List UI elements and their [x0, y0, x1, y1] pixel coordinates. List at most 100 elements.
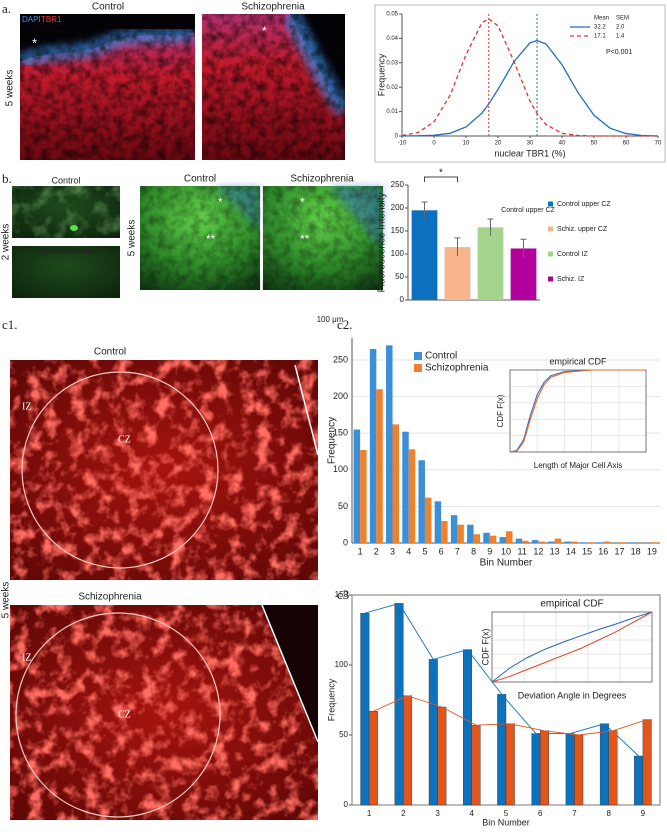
panel-label: c1.: [2, 317, 18, 332]
bar: [467, 524, 474, 543]
legend-header: SEM: [616, 16, 629, 22]
marker: *: [262, 24, 267, 38]
panel-label: b.: [2, 171, 12, 186]
legend-label: 17.1: [594, 34, 606, 40]
panel-label: c3: [337, 587, 349, 602]
series-line: [401, 18, 658, 137]
bar: [642, 719, 652, 806]
bar: [599, 723, 609, 806]
y-tick-label: 150: [391, 226, 405, 235]
legend-label: Control: [425, 351, 457, 362]
x-tick-label: 3: [390, 546, 395, 556]
x-tick-label: 50: [591, 141, 598, 147]
bar: [483, 532, 490, 543]
image-title: Control: [184, 174, 216, 185]
y-tick-label: 50: [338, 501, 348, 511]
y-tick-label: 0: [400, 295, 405, 304]
panel-label: c2.: [337, 317, 353, 332]
stain-label: DAPI: [22, 15, 41, 24]
bar: [473, 534, 481, 543]
bar: [402, 431, 409, 543]
series-line: [491, 611, 653, 683]
legend-swatch: [414, 352, 422, 360]
legend-label: 1.4: [616, 34, 625, 40]
border-line: [261, 604, 319, 743]
bar: [619, 542, 626, 543]
legend-label: Control upper CZ: [557, 201, 611, 208]
x-tick-label: 10: [463, 141, 470, 147]
bar: [360, 613, 370, 806]
bar: [463, 649, 472, 806]
border-line: [294, 364, 319, 456]
y-tick-label: 250: [333, 354, 348, 364]
marker: **: [300, 232, 310, 246]
legend-swatch: [548, 201, 553, 207]
bar: [450, 515, 458, 543]
series-line: [509, 369, 646, 453]
micrograph: [20, 14, 195, 160]
legend-swatch: [548, 251, 553, 257]
x-tick-label: 6: [538, 809, 543, 818]
y-tick-label: 0.04: [386, 36, 398, 42]
y-tick-label: 100: [335, 660, 349, 669]
bar: [368, 711, 378, 806]
bar: [634, 755, 644, 806]
marker: **: [206, 232, 216, 246]
bar: [411, 210, 438, 300]
x-tick-label: 20: [495, 141, 502, 147]
x-tick-label: 1: [367, 809, 372, 818]
bar: [538, 541, 545, 543]
legend-label: 32.2: [594, 25, 606, 31]
image-title: Control: [92, 2, 124, 13]
row-label: 5 weeks: [1, 582, 12, 619]
bar: [574, 734, 584, 806]
x-tick-label: 10: [501, 546, 511, 556]
legend-swatch: [548, 226, 553, 232]
bar: [408, 449, 416, 543]
marker: *: [300, 195, 305, 209]
y-tick-label: 250: [391, 180, 405, 189]
legend-header: Mean: [594, 16, 609, 22]
micrograph-texture: [10, 360, 318, 580]
bar: [596, 542, 604, 543]
y-tick-label: 50: [339, 730, 348, 739]
bar: [403, 695, 413, 806]
bar: [477, 227, 504, 300]
legend-label: Schiz. upper CZ: [557, 226, 608, 233]
row-label: 5 weeks: [5, 70, 16, 107]
x-axis-label: Length of Major Cell Axis: [534, 461, 623, 470]
panel-label: a.: [2, 1, 11, 16]
marker: *: [32, 35, 37, 50]
x-axis-label: Bin Number: [482, 817, 530, 827]
y-axis-label: Frequency: [326, 678, 336, 721]
bar: [489, 535, 497, 543]
bar: [441, 521, 448, 543]
x-tick-label: 8: [471, 546, 476, 556]
series-line: [364, 602, 639, 757]
x-tick-label: 13: [550, 546, 560, 556]
x-tick-label: 16: [598, 546, 608, 556]
legend-label: Schiz. IZ: [557, 276, 585, 283]
bar: [353, 429, 361, 543]
x-tick-label: 12: [533, 546, 543, 556]
x-tick-label: 1: [358, 546, 363, 556]
bar: [522, 540, 529, 543]
bar: [499, 537, 506, 543]
legend-label: Schizophrenia: [425, 363, 489, 374]
bar: [565, 733, 575, 806]
micrograph-spot: [70, 225, 78, 231]
bar: [580, 542, 588, 543]
region-label: CZ: [118, 709, 131, 720]
series-line: [401, 39, 659, 137]
bar: [570, 541, 578, 543]
region-label: IZ: [22, 652, 31, 663]
bar: [386, 345, 393, 543]
row-label: 5 weeks: [127, 220, 138, 257]
bar: [506, 531, 513, 543]
region-label: CZ: [118, 434, 131, 445]
y-axis-label: Frequency: [327, 417, 338, 464]
bar: [629, 542, 636, 543]
bar: [515, 538, 523, 543]
bar: [608, 730, 618, 806]
